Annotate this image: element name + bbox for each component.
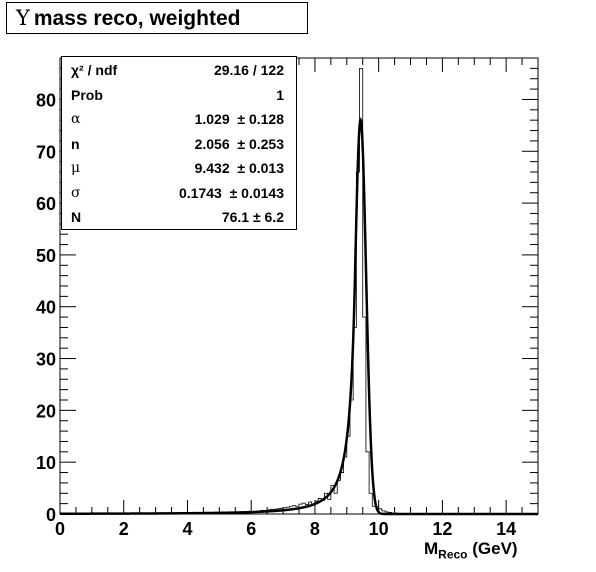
stat-row: N 76.1 ± 6.2: [62, 209, 296, 233]
stat-name: n: [71, 135, 80, 152]
y-tick-label: 40: [36, 298, 56, 318]
stat-value: 0.1743 ± 0.0143: [179, 184, 284, 201]
stat-row: α 1.029 ± 0.128: [62, 111, 296, 135]
stat-value: 2.056 ± 0.253: [194, 135, 284, 152]
fit-stats-box: χ² / ndf 29.16 / 122 Prob 1 α 1.029 ± 0.128 n 2…: [61, 56, 297, 230]
x-axis-label-main: M: [424, 539, 439, 558]
stat-row: χ² / ndf 29.16 / 122: [62, 62, 296, 86]
x-tick-label: 14: [496, 519, 516, 539]
x-tick-label: 2: [119, 519, 129, 539]
x-tick-label: 12: [432, 519, 452, 539]
tick-labels: 0 2 4 6 8 10 12 14 0 10 20 30 40 50 60 70 80: [36, 90, 516, 539]
fit-curve: [60, 117, 538, 516]
stat-value: 9.432 ± 0.013: [194, 160, 284, 176]
stat-name: α: [71, 111, 81, 127]
y-tick-label: 50: [36, 246, 56, 266]
stat-row: n 2.056 ± 0.253: [62, 136, 296, 160]
stat-name: σ: [71, 184, 81, 201]
stat-value: 1.029 ± 0.128: [194, 111, 284, 127]
x-axis-label: MReco (GeV): [424, 539, 518, 561]
stat-value: 1: [276, 86, 284, 103]
y-tick-label: 20: [36, 401, 56, 421]
upsilon-symbol: Υ: [16, 6, 30, 30]
y-tick-label: 70: [36, 142, 56, 162]
x-tick-label: 0: [55, 519, 65, 539]
y-tick-label: 60: [36, 194, 56, 214]
x-tick-label: 10: [369, 519, 389, 539]
stat-value: 76.1 ± 6.2: [221, 209, 284, 225]
stat-value: 29.16 / 122: [213, 62, 284, 78]
stat-row: μ 9.432 ± 0.013: [62, 160, 296, 184]
y-tick-label: 80: [36, 90, 56, 110]
stat-row: σ 0.1743 ± 0.0143: [62, 185, 296, 209]
stat-name: N: [71, 209, 82, 225]
x-tick-label: 4: [182, 519, 192, 539]
y-tick-label: 10: [36, 453, 56, 473]
y-tick-label: 30: [36, 350, 56, 370]
x-tick-label: 6: [246, 519, 256, 539]
x-axis-label-unit: (GeV): [467, 539, 518, 558]
crystal-ball-fit-line: [60, 117, 538, 516]
stat-name: χ² / ndf: [71, 62, 118, 78]
stat-name: μ: [71, 160, 81, 176]
chart-title-text: mass reco, weighted: [33, 7, 241, 30]
stat-name: Prob: [71, 86, 103, 103]
y-tick-label: 0: [46, 505, 56, 525]
x-axis-label-subscript: Reco: [438, 547, 468, 562]
stat-row: Prob 1: [62, 87, 296, 111]
x-tick-label: 8: [310, 519, 320, 539]
